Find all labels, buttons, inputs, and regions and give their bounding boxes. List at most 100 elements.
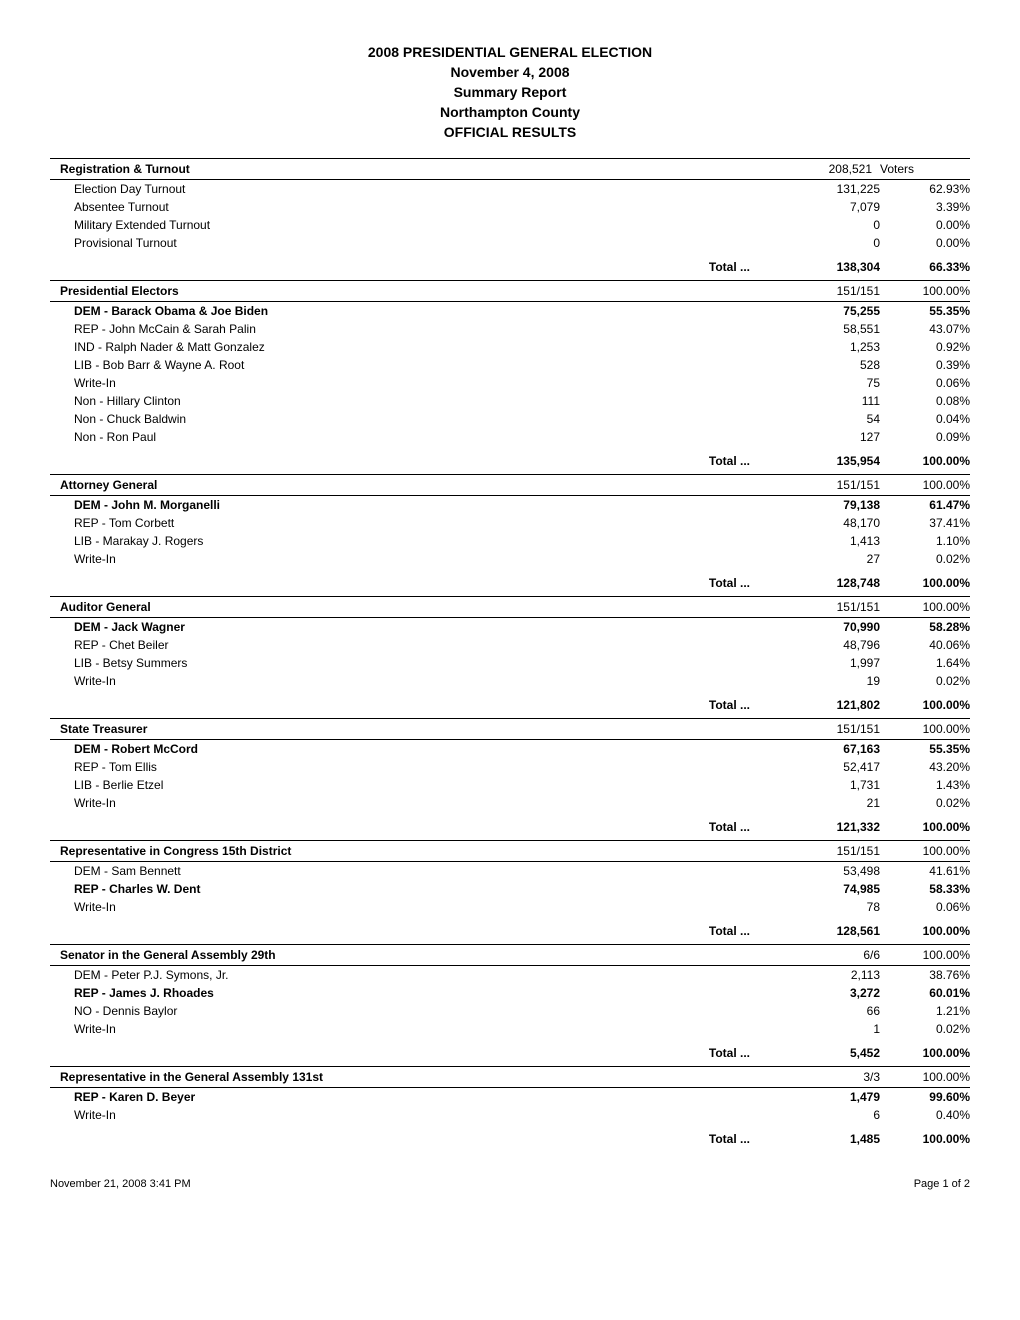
candidate-votes: 48,796 [790, 638, 880, 652]
section-title: Representative in the General Assembly 1… [50, 1070, 790, 1084]
candidate-label: REP - Chet Beiler [50, 638, 790, 652]
section-title: Presidential Electors [50, 284, 790, 298]
total-pct: 66.33% [880, 260, 970, 274]
candidate-row: Non - Hillary Clinton1110.08% [50, 392, 970, 410]
candidate-votes: 75,255 [790, 304, 880, 318]
candidate-votes: 528 [790, 358, 880, 372]
candidate-row: REP - James J. Rhoades3,27260.01% [50, 984, 970, 1002]
total-num: 135,954 [790, 454, 880, 468]
total-num: 138,304 [790, 260, 880, 274]
section-header: Representative in the General Assembly 1… [50, 1066, 970, 1088]
candidate-pct: 60.01% [880, 986, 970, 1000]
total-num: 121,802 [790, 698, 880, 712]
candidate-row: REP - Tom Ellis52,41743.20% [50, 758, 970, 776]
candidate-label: REP - Tom Ellis [50, 760, 790, 774]
candidate-votes: 6 [790, 1108, 880, 1122]
total-num: 1,485 [790, 1132, 880, 1146]
row-num: 131,225 [790, 182, 880, 196]
candidate-row: Write-In60.40% [50, 1106, 970, 1124]
candidate-pct: 58.33% [880, 882, 970, 896]
results-sections: Presidential Electors151/151100.00%DEM -… [50, 280, 970, 1148]
candidate-votes: 70,990 [790, 620, 880, 634]
candidate-row: DEM - John M. Morganelli79,13861.47% [50, 496, 970, 514]
candidate-label: NO - Dennis Baylor [50, 1004, 790, 1018]
section-ratio: 151/151 [790, 478, 880, 492]
section-title: Attorney General [50, 478, 790, 492]
row-label: Military Extended Turnout [50, 218, 790, 232]
candidate-votes: 67,163 [790, 742, 880, 756]
section-ratio-pct: 100.00% [880, 844, 970, 858]
candidate-pct: 41.61% [880, 864, 970, 878]
header-county: Northampton County [50, 104, 970, 120]
section-ratio: 6/6 [790, 948, 880, 962]
registration-row: Provisional Turnout00.00% [50, 234, 970, 252]
row-num: 7,079 [790, 200, 880, 214]
section-title: Auditor General [50, 600, 790, 614]
total-pct: 100.00% [880, 698, 970, 712]
section-ratio-pct: 100.00% [880, 1070, 970, 1084]
candidate-pct: 43.20% [880, 760, 970, 774]
candidate-row: REP - Tom Corbett48,17037.41% [50, 514, 970, 532]
page-footer: November 21, 2008 3:41 PM Page 1 of 2 [50, 1178, 970, 1190]
total-label: Total ... [50, 454, 790, 468]
candidate-row: IND - Ralph Nader & Matt Gonzalez1,2530.… [50, 338, 970, 356]
section-total: Total ...1,485100.00% [50, 1130, 970, 1148]
candidate-votes: 1 [790, 1022, 880, 1036]
total-num: 121,332 [790, 820, 880, 834]
section-total: Total ...128,748100.00% [50, 574, 970, 592]
candidate-label: Write-In [50, 796, 790, 810]
candidate-label: IND - Ralph Nader & Matt Gonzalez [50, 340, 790, 354]
candidate-votes: 74,985 [790, 882, 880, 896]
candidate-label: Write-In [50, 1022, 790, 1036]
candidate-row: LIB - Marakay J. Rogers1,4131.10% [50, 532, 970, 550]
section-body: DEM - Barack Obama & Joe Biden75,25555.3… [50, 302, 970, 446]
candidate-votes: 78 [790, 900, 880, 914]
candidate-label: Non - Hillary Clinton [50, 394, 790, 408]
candidate-label: DEM - Peter P.J. Symons, Jr. [50, 968, 790, 982]
section-total: Total ...121,332100.00% [50, 818, 970, 836]
candidate-votes: 54 [790, 412, 880, 426]
candidate-votes: 27 [790, 552, 880, 566]
registration-total: Total ... 138,304 66.33% [50, 258, 970, 276]
candidate-label: Write-In [50, 376, 790, 390]
section-body: REP - Karen D. Beyer1,47999.60%Write-In6… [50, 1088, 970, 1124]
header-title: 2008 PRESIDENTIAL GENERAL ELECTION [50, 44, 970, 60]
candidate-row: DEM - Barack Obama & Joe Biden75,25555.3… [50, 302, 970, 320]
candidate-votes: 19 [790, 674, 880, 688]
candidate-pct: 0.02% [880, 552, 970, 566]
registration-voters-count: 208,521 [782, 162, 872, 176]
candidate-label: DEM - Barack Obama & Joe Biden [50, 304, 790, 318]
candidate-pct: 55.35% [880, 742, 970, 756]
footer-page: Page 1 of 2 [914, 1178, 970, 1190]
candidate-pct: 0.04% [880, 412, 970, 426]
candidate-pct: 55.35% [880, 304, 970, 318]
section-ratio: 3/3 [790, 1070, 880, 1084]
section-body: DEM - John M. Morganelli79,13861.47%REP … [50, 496, 970, 568]
section-ratio-pct: 100.00% [880, 600, 970, 614]
candidate-row: Write-In10.02% [50, 1020, 970, 1038]
candidate-row: Non - Chuck Baldwin540.04% [50, 410, 970, 428]
candidate-pct: 1.64% [880, 656, 970, 670]
total-num: 128,561 [790, 924, 880, 938]
section-header: Presidential Electors151/151100.00% [50, 280, 970, 302]
candidate-label: LIB - Marakay J. Rogers [50, 534, 790, 548]
candidate-pct: 0.39% [880, 358, 970, 372]
candidate-row: REP - Charles W. Dent74,98558.33% [50, 880, 970, 898]
candidate-label: REP - Karen D. Beyer [50, 1090, 790, 1104]
candidate-label: Write-In [50, 900, 790, 914]
section-ratio-pct: 100.00% [880, 722, 970, 736]
candidate-pct: 0.06% [880, 900, 970, 914]
candidate-votes: 1,731 [790, 778, 880, 792]
candidate-row: LIB - Berlie Etzel1,7311.43% [50, 776, 970, 794]
candidate-votes: 53,498 [790, 864, 880, 878]
candidate-label: DEM - Jack Wagner [50, 620, 790, 634]
candidate-label: LIB - Bob Barr & Wayne A. Root [50, 358, 790, 372]
total-label: Total ... [50, 1046, 790, 1060]
candidate-votes: 79,138 [790, 498, 880, 512]
candidate-votes: 2,113 [790, 968, 880, 982]
row-num: 0 [790, 218, 880, 232]
section-total: Total ...128,561100.00% [50, 922, 970, 940]
candidate-votes: 21 [790, 796, 880, 810]
candidate-label: LIB - Berlie Etzel [50, 778, 790, 792]
section-body: DEM - Robert McCord67,16355.35%REP - Tom… [50, 740, 970, 812]
